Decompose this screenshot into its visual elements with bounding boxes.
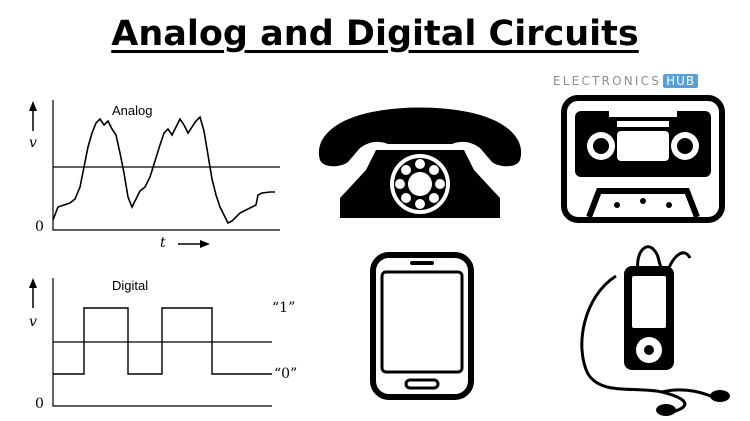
- analog-axes: [52, 100, 280, 231]
- watermark-logo: ELECTRONICS HUB: [553, 72, 699, 90]
- watermark-right-text: HUB: [663, 74, 699, 88]
- analog-label: Analog: [112, 103, 152, 118]
- cassette-tape-icon: [561, 95, 725, 223]
- digital-y-label: v: [29, 314, 37, 330]
- telephone-icon: [318, 107, 522, 218]
- mp3-player-icon: [580, 245, 730, 416]
- digital-y-arrowhead: [29, 278, 37, 288]
- analog-y-arrowhead: [29, 101, 37, 111]
- digital-axes: [52, 278, 272, 407]
- digital-origin-label: 0: [35, 396, 44, 412]
- analog-origin-label: 0: [35, 219, 44, 235]
- analog-graph: v 0 t Analog: [29, 100, 280, 251]
- analog-y-label: v: [29, 135, 37, 151]
- page-title: Analog and Digital Circuits: [111, 14, 639, 54]
- digital-graph: v 0 Digital “1” “0”: [29, 278, 297, 412]
- analog-waveform: [52, 115, 275, 225]
- digital-high-label: “1”: [272, 300, 295, 316]
- digital-square-wave: [53, 307, 272, 375]
- digital-label: Digital: [112, 278, 148, 293]
- digital-low-label: “0”: [274, 366, 297, 382]
- analog-x-arrowhead: [200, 240, 210, 248]
- smartphone-icon: [370, 252, 474, 400]
- analog-x-label: t: [160, 235, 166, 251]
- watermark-left-text: ELECTRONICS: [553, 74, 662, 88]
